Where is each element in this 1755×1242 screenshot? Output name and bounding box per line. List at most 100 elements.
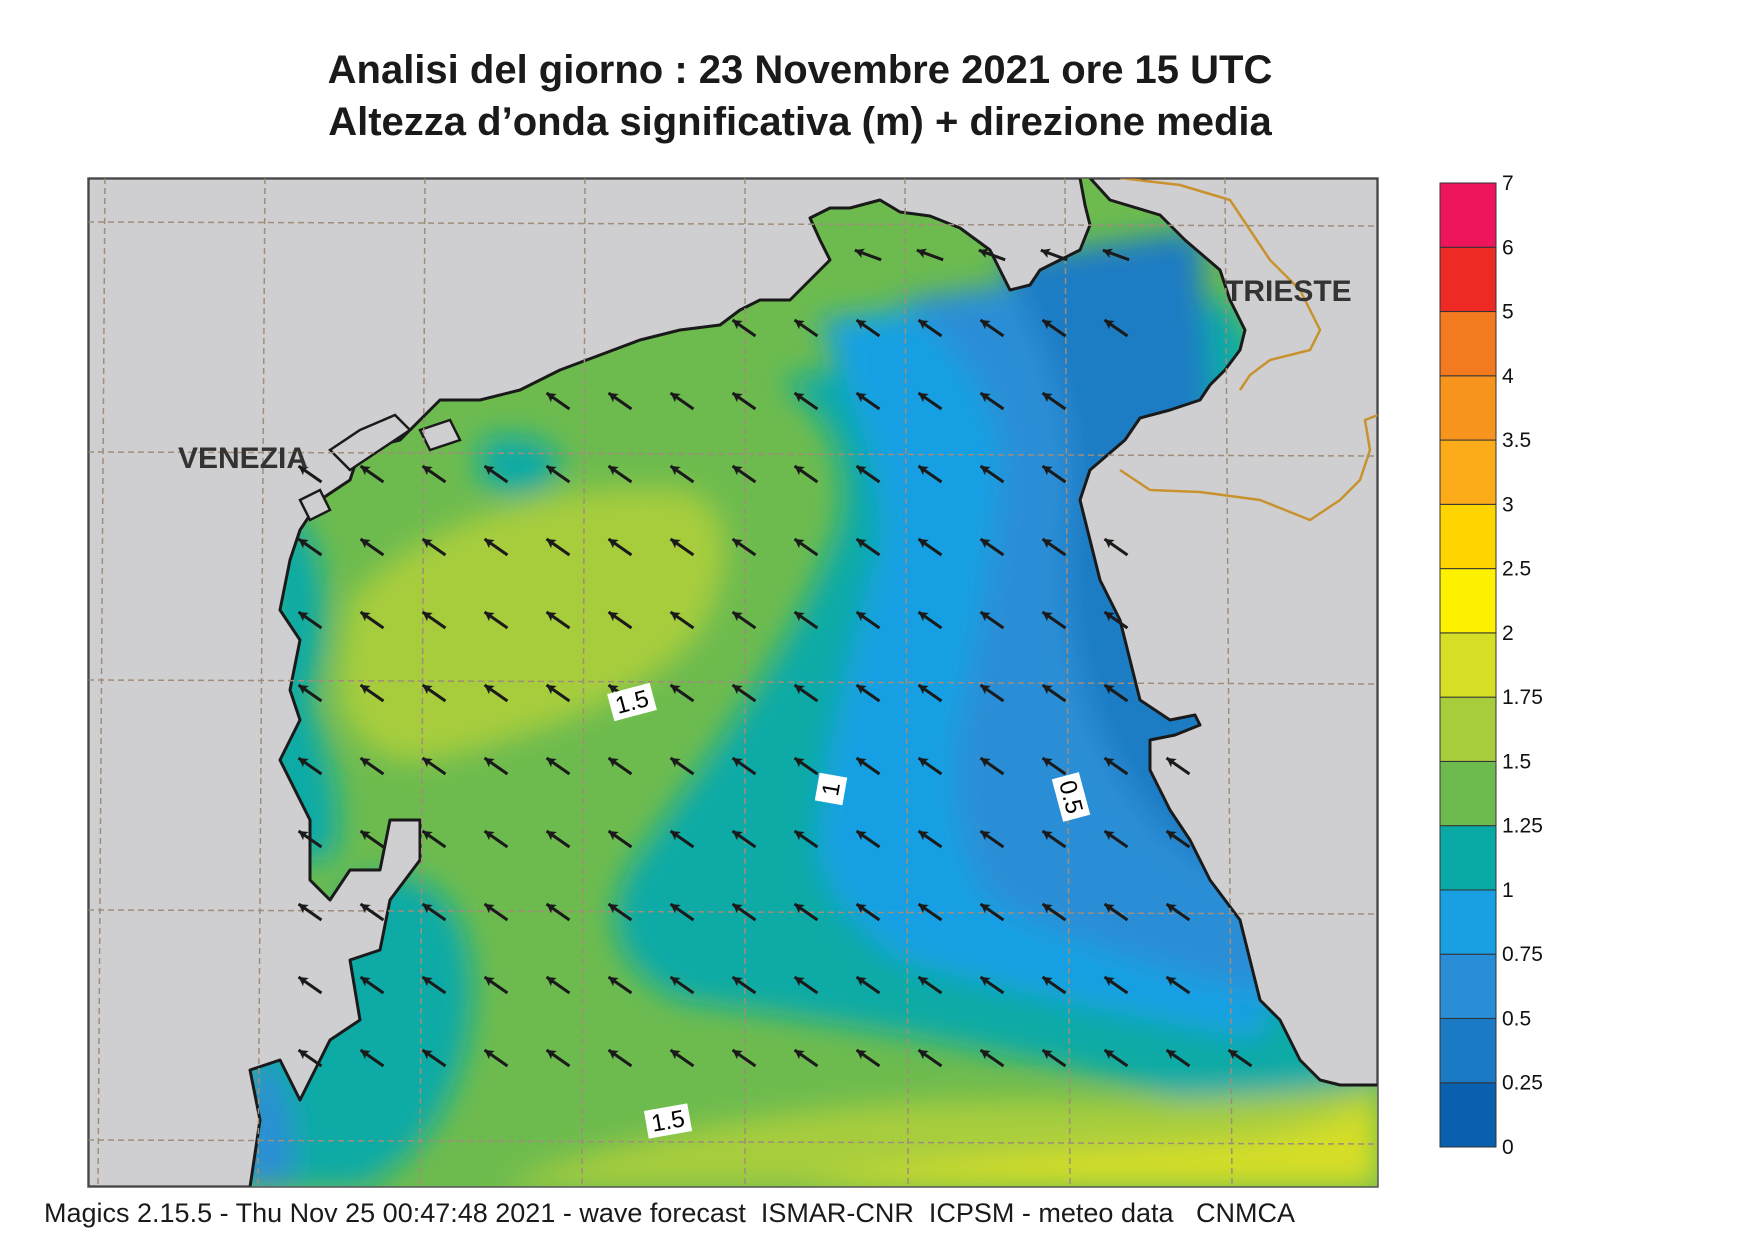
wave-direction-arrow bbox=[979, 537, 1005, 557]
wave-direction-arrow bbox=[855, 391, 881, 411]
wave-direction-arrow bbox=[979, 975, 1005, 995]
scale-label: 3.5 bbox=[1502, 429, 1531, 452]
zone-1p75-south bbox=[800, 1100, 1378, 1187]
wave-direction-arrow bbox=[669, 1048, 695, 1068]
wave-direction-arrow bbox=[1041, 464, 1067, 484]
wave-direction-arrow bbox=[421, 1048, 447, 1068]
wave-direction-arrow bbox=[1103, 683, 1129, 703]
wave-direction-arrow bbox=[421, 975, 447, 995]
wave-direction-arrow bbox=[855, 756, 881, 776]
wave-direction-arrow bbox=[421, 464, 447, 484]
scale-label: 1.25 bbox=[1502, 815, 1543, 838]
scale-swatch bbox=[1439, 1017, 1497, 1084]
wave-direction-arrow bbox=[1103, 829, 1129, 849]
wave-direction-arrow bbox=[669, 683, 695, 703]
wave-direction-arrow bbox=[483, 1048, 509, 1068]
wave-direction-arrow bbox=[917, 975, 943, 995]
wave-direction-arrow bbox=[855, 683, 881, 703]
border-lines bbox=[1119, 178, 1378, 522]
wave-direction-arrow bbox=[607, 829, 633, 849]
wave-direction-arrow bbox=[979, 610, 1005, 630]
wave-direction-arrow bbox=[297, 537, 323, 557]
wave-direction-arrow bbox=[731, 391, 757, 411]
wave-direction-arrow bbox=[916, 248, 944, 262]
wave-direction-arrow bbox=[979, 318, 1005, 338]
wave-direction-arrow bbox=[731, 975, 757, 995]
wave-direction-arrow bbox=[1041, 1048, 1067, 1068]
wave-direction-arrow bbox=[1041, 610, 1067, 630]
footer-credits: Magics 2.15.5 - Thu Nov 25 00:47:48 2021… bbox=[44, 1198, 1296, 1228]
wave-direction-arrow bbox=[669, 610, 695, 630]
wave-direction-arrow bbox=[1041, 902, 1067, 922]
wave-direction-arrow bbox=[483, 610, 509, 630]
wave-direction-arrow bbox=[1041, 756, 1067, 776]
wave-direction-arrow bbox=[545, 756, 571, 776]
wave-direction-arrow bbox=[1041, 975, 1067, 995]
scale-swatch bbox=[1439, 632, 1497, 698]
wave-direction-arrow bbox=[978, 248, 1006, 262]
chart-subtitle: Altezza d’onda significativa (m) + direz… bbox=[328, 100, 1272, 144]
scale-swatch bbox=[1439, 696, 1497, 762]
wave-direction-arrow bbox=[483, 829, 509, 849]
wave-direction-arrow bbox=[793, 975, 819, 995]
wave-direction-arrow bbox=[979, 756, 1005, 776]
wave-direction-arrow bbox=[483, 464, 509, 484]
wave-direction-arrow bbox=[607, 756, 633, 776]
wave-direction-arrow bbox=[917, 1048, 943, 1068]
scale-swatch bbox=[1439, 1082, 1497, 1148]
wave-direction-arrow bbox=[421, 683, 447, 703]
wave-direction-arrow bbox=[297, 756, 323, 776]
wave-direction-arrow bbox=[1103, 756, 1129, 776]
wave-direction-arrow bbox=[731, 756, 757, 776]
wave-direction-arrow bbox=[359, 1048, 385, 1068]
wave-direction-arrow bbox=[979, 902, 1005, 922]
wave-direction-arrow bbox=[669, 756, 695, 776]
scale-label: 1.75 bbox=[1502, 686, 1543, 709]
scale-swatch bbox=[1439, 246, 1497, 313]
wave-direction-arrow bbox=[421, 610, 447, 630]
wave-direction-arrow bbox=[483, 537, 509, 557]
scale-swatch bbox=[1439, 953, 1497, 1019]
wave-direction-arrow bbox=[855, 537, 881, 557]
scale-swatch bbox=[1439, 375, 1497, 441]
wave-direction-arrow bbox=[1041, 391, 1067, 411]
wave-direction-arrow bbox=[979, 464, 1005, 484]
wave-direction-arrow bbox=[917, 829, 943, 849]
wave-direction-arrow bbox=[297, 683, 323, 703]
wave-direction-arrow bbox=[1227, 1048, 1253, 1068]
wave-direction-arrow bbox=[545, 829, 571, 849]
wave-direction-arrow bbox=[855, 902, 881, 922]
contour-label-1p5-south: 1.5 bbox=[649, 1105, 687, 1137]
wave-direction-arrow bbox=[545, 537, 571, 557]
wave-direction-arrow bbox=[1103, 902, 1129, 922]
wave-direction-arrow bbox=[483, 683, 509, 703]
wave-direction-arrow bbox=[1103, 318, 1129, 338]
scale-label: 7 bbox=[1502, 172, 1514, 195]
wave-direction-arrow bbox=[359, 537, 385, 557]
label-venezia: VENEZIA bbox=[178, 442, 308, 475]
scale-label: 0.5 bbox=[1502, 1007, 1531, 1030]
land-east bbox=[1078, 178, 1378, 1087]
wave-direction-arrow bbox=[855, 610, 881, 630]
wave-direction-arrow bbox=[297, 902, 323, 922]
scale-swatch bbox=[1439, 503, 1497, 570]
wave-direction-arrow bbox=[359, 975, 385, 995]
wave-direction-arrow bbox=[607, 902, 633, 922]
wave-direction-arrow bbox=[1041, 683, 1067, 703]
wave-direction-arrow bbox=[793, 756, 819, 776]
scale-swatch bbox=[1439, 825, 1497, 891]
scale-swatch bbox=[1439, 311, 1497, 377]
zone-1-southwest bbox=[230, 876, 472, 1187]
scale-label: 2 bbox=[1502, 622, 1514, 645]
wave-direction-arrow bbox=[1103, 610, 1129, 630]
wave-direction-arrow bbox=[1102, 248, 1130, 262]
wave-direction-arrow bbox=[421, 902, 447, 922]
direction-arrows bbox=[297, 248, 1253, 1068]
wave-direction-arrow bbox=[731, 318, 757, 338]
wave-direction-arrow bbox=[793, 610, 819, 630]
map-area bbox=[88, 178, 1378, 1187]
scale-label: 1 bbox=[1502, 879, 1514, 902]
wave-direction-arrow bbox=[793, 537, 819, 557]
wave-direction-arrow bbox=[545, 610, 571, 630]
wave-direction-arrow bbox=[1040, 248, 1068, 262]
